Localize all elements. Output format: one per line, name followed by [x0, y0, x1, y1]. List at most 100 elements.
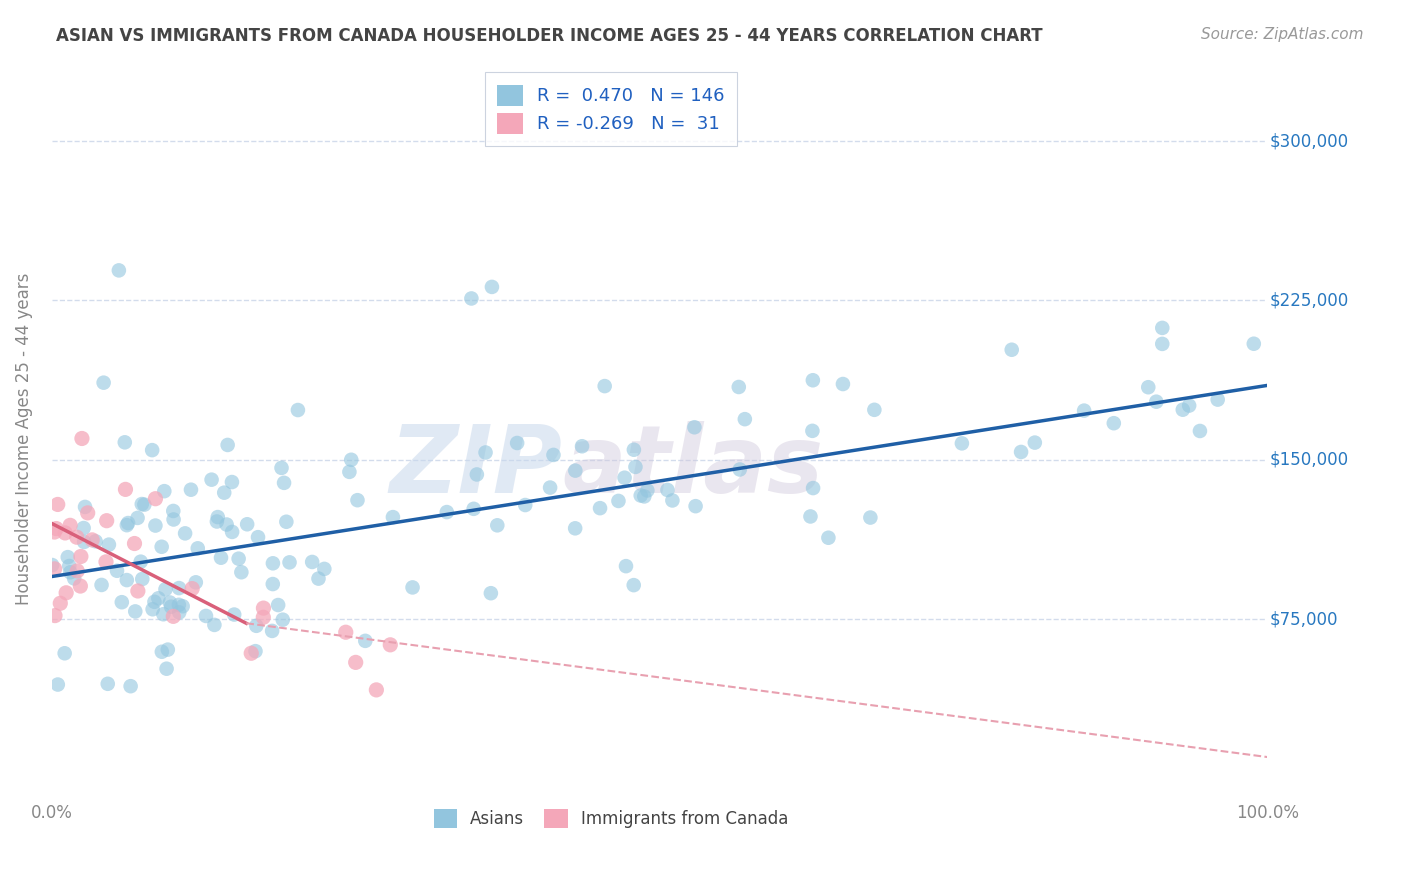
- Point: [167, 606, 190, 620]
- Point: [58, 559, 80, 574]
- Point: [73, 535, 96, 549]
- Point: [153, 484, 176, 499]
- Text: ASIAN VS IMMIGRANTS FROM CANADA HOUSEHOLDER INCOME AGES 25 - 44 YEARS CORRELATIO: ASIAN VS IMMIGRANTS FROM CANADA HOUSEHOL…: [56, 27, 1043, 45]
- Point: [46, 498, 69, 512]
- Point: [1024, 435, 1046, 450]
- Point: [1001, 343, 1024, 357]
- Point: [270, 461, 292, 475]
- Point: [801, 481, 824, 495]
- Point: [245, 644, 267, 658]
- Point: [252, 601, 274, 615]
- Point: [162, 504, 184, 518]
- Point: [44, 562, 66, 576]
- Point: [231, 566, 253, 580]
- Point: [184, 575, 207, 590]
- Point: [93, 376, 115, 390]
- Point: [124, 536, 146, 550]
- Point: [1171, 402, 1194, 417]
- Point: [728, 462, 751, 476]
- Point: [111, 595, 134, 609]
- Point: [72, 521, 94, 535]
- Point: [97, 677, 120, 691]
- Point: [1152, 337, 1174, 351]
- Point: [276, 515, 298, 529]
- Point: [53, 525, 76, 540]
- Point: [200, 473, 222, 487]
- Point: [115, 518, 138, 533]
- Point: [543, 448, 565, 462]
- Point: [141, 443, 163, 458]
- Point: [486, 518, 509, 533]
- Point: [167, 581, 190, 595]
- Point: [801, 424, 824, 438]
- Point: [131, 572, 153, 586]
- Point: [633, 490, 655, 504]
- Point: [614, 559, 637, 574]
- Point: [613, 471, 636, 485]
- Point: [66, 530, 89, 544]
- Text: atlas: atlas: [562, 421, 824, 514]
- Point: [247, 530, 270, 544]
- Point: [1010, 445, 1032, 459]
- Point: [205, 515, 228, 529]
- Point: [145, 518, 167, 533]
- Point: [267, 598, 290, 612]
- Text: $75,000: $75,000: [1270, 610, 1339, 628]
- Point: [630, 489, 652, 503]
- Point: [180, 483, 202, 497]
- Point: [115, 573, 138, 587]
- Legend: Asians, Immigrants from Canada: Asians, Immigrants from Canada: [427, 802, 794, 835]
- Point: [187, 541, 209, 556]
- Point: [481, 280, 503, 294]
- Point: [564, 464, 586, 478]
- Point: [76, 506, 98, 520]
- Point: [63, 571, 86, 585]
- Point: [84, 534, 107, 549]
- Point: [105, 564, 128, 578]
- Point: [950, 436, 973, 450]
- Point: [685, 499, 707, 513]
- Point: [41, 558, 63, 572]
- Point: [817, 531, 839, 545]
- Point: [209, 550, 232, 565]
- Point: [799, 509, 821, 524]
- Point: [145, 491, 167, 506]
- Text: Source: ZipAtlas.com: Source: ZipAtlas.com: [1201, 27, 1364, 42]
- Point: [589, 501, 612, 516]
- Point: [202, 618, 225, 632]
- Point: [142, 602, 165, 616]
- Point: [221, 475, 243, 489]
- Point: [1137, 380, 1160, 394]
- Point: [207, 510, 229, 524]
- Point: [538, 481, 561, 495]
- Point: [623, 442, 645, 457]
- Point: [262, 577, 284, 591]
- Point: [262, 624, 284, 638]
- Point: [82, 533, 104, 547]
- Point: [683, 420, 706, 434]
- Point: [143, 595, 166, 609]
- Point: [131, 497, 153, 511]
- Point: [69, 579, 91, 593]
- Point: [571, 439, 593, 453]
- Point: [339, 465, 361, 479]
- Point: [801, 373, 824, 387]
- Point: [66, 564, 89, 578]
- Point: [59, 566, 82, 580]
- Point: [1073, 403, 1095, 417]
- Point: [1188, 424, 1211, 438]
- Point: [515, 498, 537, 512]
- Point: [155, 582, 177, 597]
- Point: [127, 584, 149, 599]
- Point: [53, 646, 76, 660]
- Point: [463, 501, 485, 516]
- Point: [96, 514, 118, 528]
- Point: [167, 598, 190, 612]
- Point: [114, 435, 136, 450]
- Point: [90, 578, 112, 592]
- Point: [160, 599, 183, 614]
- Point: [564, 521, 586, 535]
- Point: [228, 551, 250, 566]
- Point: [506, 436, 529, 450]
- Point: [271, 613, 294, 627]
